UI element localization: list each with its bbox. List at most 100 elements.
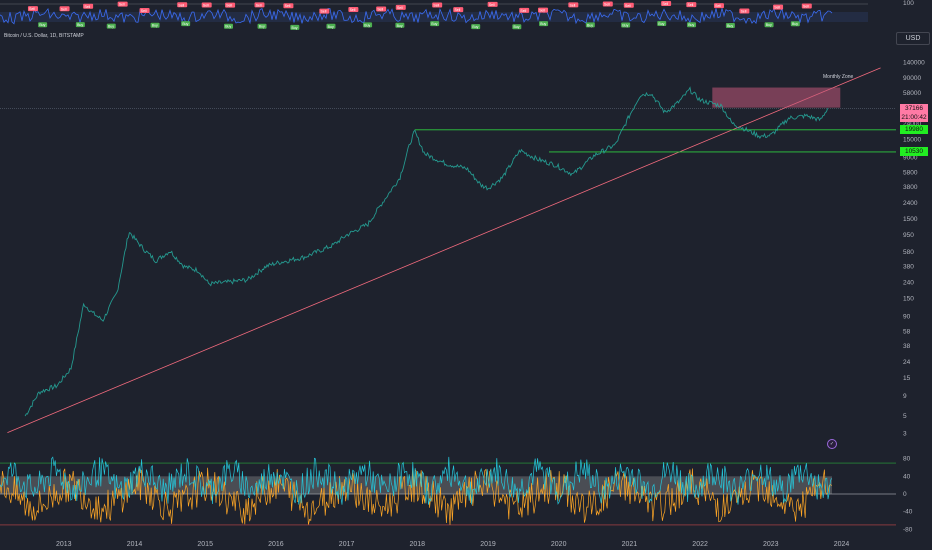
buy-signal-text: Buy — [587, 23, 593, 27]
price-tick-label: 140000 — [903, 60, 925, 67]
oscillator-tick-label: -40 — [903, 509, 913, 516]
price-tick-label: 5800 — [903, 170, 918, 177]
sell-signal-text: Sell — [454, 8, 460, 12]
price-tick-label: 15 — [903, 375, 911, 382]
sell-signal-text: Sell — [61, 7, 67, 11]
sell-signal-label — [602, 1, 613, 7]
price-label-support-2: 10530 — [900, 147, 928, 157]
oscillator-settings-icon[interactable]: ✓ — [827, 439, 837, 449]
sell-signal-text: Sell — [29, 7, 35, 11]
sell-signal-label — [395, 4, 406, 10]
sell-signal-text: Sell — [178, 3, 184, 7]
buy-signal-text: Buy — [472, 25, 478, 29]
sell-signal-text: Sell — [397, 6, 403, 10]
price-tick-label: 24000 — [903, 120, 921, 127]
sell-signal-text: Sell — [774, 6, 780, 10]
price-tick-label: 24 — [903, 359, 911, 366]
price-label-current: 37166 21:00:42 — [900, 103, 928, 122]
time-tick-label: 2017 — [339, 541, 355, 548]
buy-signal-text: Buy — [766, 23, 772, 27]
buy-signal-text: Buy — [514, 25, 520, 29]
sell-signal-label — [538, 7, 549, 13]
monthly-zone-box — [712, 87, 841, 108]
buy-signal-label — [75, 22, 85, 28]
sell-signal-text: Sell — [625, 4, 631, 8]
buy-signal-label — [621, 22, 631, 28]
buy-signal-text: Buy — [540, 22, 546, 26]
buy-signal-text: Buy — [77, 23, 83, 27]
time-tick-label: 2020 — [551, 541, 567, 548]
sell-signal-label — [201, 2, 212, 8]
sell-signal-text: Sell — [539, 9, 545, 13]
time-tick-label: 2016 — [268, 541, 284, 548]
sell-signal-label — [686, 2, 697, 8]
sell-signal-text: Sell — [604, 2, 610, 6]
buy-signal-text: Buy — [658, 22, 664, 26]
buy-signal-label — [687, 22, 697, 28]
sell-signal-label — [283, 3, 294, 9]
price-label-current-countdown: 21:00:42 — [901, 113, 927, 121]
buy-signal-label — [257, 23, 267, 29]
sell-signal-label — [59, 6, 70, 12]
price-tick-label: 240 — [903, 279, 914, 286]
long-term-trendline — [7, 67, 881, 433]
buy-signal-text: Buy — [688, 23, 694, 27]
price-label-current-value: 37166 — [904, 104, 924, 112]
sell-signal-label — [376, 6, 387, 12]
top-osc-tick-label: 100 — [903, 0, 914, 7]
buy-signal-label — [106, 23, 116, 29]
sell-signal-text: Sell — [433, 4, 439, 8]
oscillator-tick-label: 0 — [903, 491, 907, 498]
price-tick-label: 90 — [903, 313, 911, 320]
price-tick-label: 5 — [903, 413, 907, 420]
buy-signal-text: Buy — [622, 24, 628, 28]
sell-signal-text: Sell — [741, 9, 747, 13]
price-pane[interactable]: 1400009000058000370002400015000900058003… — [0, 60, 925, 438]
sell-signal-label — [568, 2, 579, 8]
price-tick-label: 9 — [903, 393, 907, 400]
sell-signal-label — [432, 2, 443, 8]
sell-signal-text: Sell — [688, 3, 694, 7]
oscillator-tick-label: 40 — [903, 473, 911, 480]
sell-signal-label — [453, 7, 464, 13]
buy-signal-text: Buy — [259, 25, 265, 29]
price-tick-label: 38 — [903, 343, 911, 350]
price-tick-label: 950 — [903, 232, 914, 239]
sell-signal-text: Sell — [715, 4, 721, 8]
price-label-support-1: 19980 — [900, 125, 928, 135]
price-tick-label: 380 — [903, 264, 914, 271]
monthly-zone-label: Monthly Zone — [823, 74, 854, 80]
buy-signal-text: Buy — [292, 26, 298, 30]
sell-signal-label — [319, 8, 330, 14]
buy-signal-label — [363, 22, 373, 28]
currency-selector[interactable]: USD — [896, 32, 930, 45]
time-tick-label: 2022 — [692, 541, 708, 548]
buy-signal-label — [181, 21, 191, 27]
time-tick-label: 2018 — [410, 541, 426, 548]
bottom-oscillator-pane[interactable]: 80 40 0 -40 -80 — [0, 456, 913, 534]
top-osc-band — [0, 12, 868, 22]
buy-signal-label — [764, 22, 774, 28]
time-tick-label: 2023 — [763, 541, 779, 548]
time-tick-label: 2021 — [622, 541, 638, 548]
buy-signal-text: Buy — [792, 22, 798, 26]
time-axis[interactable]: 2013 2014 2015 2016 2017 2018 2019 2020 2021 2022… — [56, 541, 849, 548]
buy-signal-label — [471, 24, 481, 30]
sell-signal-label — [83, 3, 94, 9]
sell-signal-text: Sell — [489, 3, 495, 7]
sell-signal-label — [661, 1, 672, 7]
buy-signal-label — [585, 22, 595, 28]
sell-signal-text: Sell — [285, 4, 291, 8]
top-oscillator-pane[interactable]: 100 Sell Sell Sell Sell Sell Sell Sell Sell Sell S… — [0, 0, 914, 30]
sell-signal-text: Sell — [350, 8, 356, 12]
sell-signal-text: Sell — [803, 4, 809, 8]
sell-signal-text: Sell — [226, 4, 232, 8]
oscillator-tick-label: 80 — [903, 456, 911, 463]
buy-signal-label — [725, 23, 735, 29]
buy-signal-text: Buy — [225, 25, 231, 29]
sell-signal-text: Sell — [203, 3, 209, 7]
sell-signal-label — [177, 2, 188, 8]
price-tick-label: 3800 — [903, 184, 918, 191]
buy-signal-text: Buy — [108, 25, 114, 29]
